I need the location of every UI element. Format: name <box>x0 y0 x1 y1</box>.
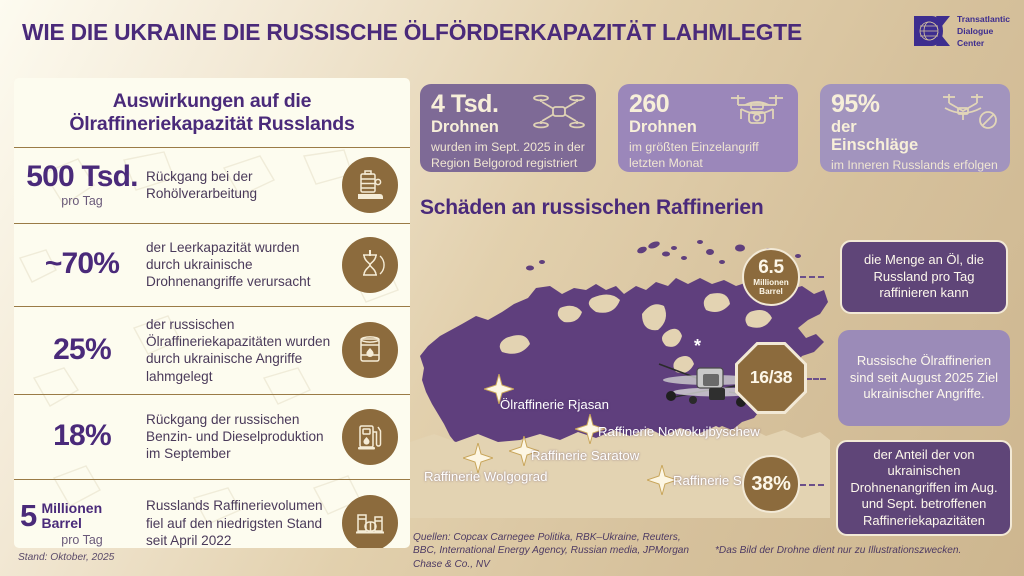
stat-number: 500 Tsd. <box>26 160 138 194</box>
stat-number: 18% <box>53 419 111 453</box>
fuel-pump-icon <box>342 408 398 465</box>
badge-number: 16/38 <box>749 367 793 388</box>
disclaimer-text: *Das Bild der Drohne dient nur zu Illust… <box>715 545 962 556</box>
impact-panel: Auswirkungen auf die Ölraffineriekapazit… <box>14 78 410 548</box>
card-number: 4 Tsd. <box>431 90 499 118</box>
stat-value: 25% <box>20 332 144 366</box>
tdc-logo-icon <box>913 16 950 46</box>
russia-landmass <box>420 278 828 460</box>
callout-oil-volume: die Menge an Öl, die Russland pro Tag ra… <box>840 240 1008 314</box>
badge-65-million-barrels: 6.5 Millionen Barrel <box>742 248 800 306</box>
refinery-marker-star <box>647 465 677 495</box>
stat-description: der Leerkapazität wurden durch ukrainisc… <box>146 239 311 290</box>
map-interior-cutouts <box>499 293 772 373</box>
refinery-label-nowokujbyschew: Raffinerie Nowokujbyschew <box>598 424 760 439</box>
refinery-marker-star <box>575 414 605 444</box>
hourglass-icon <box>342 236 398 293</box>
badge-number: 6.5 <box>758 256 784 278</box>
header: WIE DIE UKRAINE DIE RUSSISCHE ÖLFÖRDERKA… <box>0 0 1024 62</box>
connector-line <box>800 276 824 278</box>
drone-asterisk: * <box>694 336 702 356</box>
sources-text: Quellen: Copcax Carnegee Politika, RBK–U… <box>413 532 690 570</box>
stat-subtext: pro Tag <box>61 194 103 209</box>
page-title: WIE DIE UKRAINE DIE RUSSISCHE ÖLFÖRDERKA… <box>22 19 803 45</box>
refinery-label-wolgograd: Raffinerie Wolgograd <box>424 469 548 484</box>
stat-number: 5 <box>20 497 37 533</box>
refinery-icon <box>342 495 398 548</box>
camera-drone-icon <box>731 95 783 124</box>
stat-row: 18% Rückgang der russischen Benzin- und … <box>14 393 410 479</box>
refinery-label-rjasan: Ölraffinerie Rjasan <box>500 397 609 412</box>
logo-line-3: Center <box>956 38 985 49</box>
logo-line-2: Dialogue <box>956 25 994 36</box>
refinery-marker-star <box>484 374 514 404</box>
refinery-label-saratow: Raffinerie Saratow <box>531 448 640 463</box>
card-number: 260 <box>629 90 670 118</box>
stat-value: ~70% <box>20 249 144 280</box>
badge-38-percent: 38% <box>742 455 800 513</box>
oil-barrel-icon <box>342 322 398 379</box>
stat-card-impacts-95: 95% der Einschläge im Inneren Russlands … <box>820 84 1010 172</box>
card-unit: der Einschläge <box>831 118 919 155</box>
stat-description: der russischen Ölraffineriekapazitäten w… <box>146 316 331 384</box>
logo: Transatlantic Dialogue Center <box>912 11 1010 51</box>
russia-map <box>410 228 830 518</box>
card-unit: Drohnen <box>629 118 697 136</box>
russia-map-svg <box>410 240 830 518</box>
logo-line-1: Transatlantic <box>956 13 1010 24</box>
card-description: wurden im Sept. 2025 in der Region Belgo… <box>431 140 585 170</box>
oil-drum-stack-icon <box>342 157 398 214</box>
stat-description: Rückgang der russischen Benzin- und Dies… <box>146 411 324 462</box>
logo-text: Transatlantic Dialogue Center <box>957 13 1010 50</box>
map-title: Schäden an russischen Raffinerien <box>420 196 764 219</box>
stat-number: ~70% <box>44 247 120 281</box>
callout-refineries-targeted: Russische Ölraffinerien sind seit August… <box>838 330 1010 426</box>
stat-unit: Millionen Barrel <box>41 499 103 531</box>
stat-row: 500 Tsd. pro Tag Rückgang bei der Rohölv… <box>14 146 410 223</box>
panel-title: Auswirkungen auf die Ölraffineriekapazit… <box>69 90 355 136</box>
stat-description: Russlands Raffinerievolumen fiel auf den… <box>146 498 323 548</box>
refinery-marker-star <box>509 436 539 466</box>
stat-value: 5 Millionen Barrel pro Tag <box>20 500 144 547</box>
drone-target-icon <box>943 94 997 129</box>
stat-value: 18% <box>20 421 144 452</box>
stat-card-drones-260: 260 Drohnen im größten Einzelangriff let… <box>618 84 798 172</box>
card-description: im größten Einzelangriff letzten Monat <box>629 140 759 170</box>
stat-row: 5 Millionen Barrel pro Tag Russlands Raf… <box>14 478 410 548</box>
callout-affected-capacity: der Anteil der von ukrainischen Drohnena… <box>836 440 1012 536</box>
connector-line <box>806 378 826 380</box>
panel-footnote: Stand: Oktober, 2025 <box>18 552 115 563</box>
quadcopter-drone-icon <box>533 94 585 129</box>
badge-16-of-38: 16/38 <box>738 345 804 411</box>
card-unit: Drohnen <box>431 118 499 136</box>
badge-subtext: Millionen Barrel <box>753 277 789 296</box>
stat-row: 25% der russischen Ölraffineriekapazität… <box>14 305 410 394</box>
connector-line <box>800 484 824 486</box>
badge-number: 38% <box>751 473 791 495</box>
refinery-marker-star <box>463 443 493 473</box>
stat-description: Rückgang bei der Rohölverarbeitung <box>146 169 258 202</box>
stat-number: 25% <box>53 332 111 366</box>
stat-card-drones-4k: 4 Tsd. Drohnen wurden im Sept. 2025 in d… <box>420 84 596 172</box>
card-description: im Inneren Russlands erfolgen mit ukrain… <box>831 158 998 172</box>
stat-subtext: pro Tag <box>61 532 103 547</box>
stat-value: 500 Tsd. pro Tag <box>20 162 144 208</box>
card-number: 95% <box>831 90 880 118</box>
stat-row: ~70% der Leerkapazität wurden durch ukra… <box>14 222 410 306</box>
